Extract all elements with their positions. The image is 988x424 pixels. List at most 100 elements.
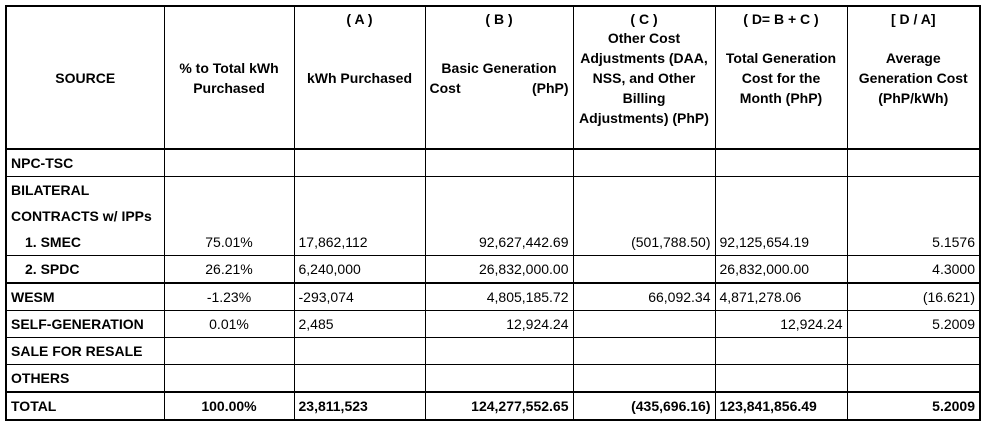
cell-pct: 100.00%	[163, 391, 295, 421]
header-kwh-code: ( A )	[346, 11, 373, 27]
table-row-others: OTHERS	[5, 364, 981, 393]
cell-pct: 75.01%	[163, 229, 295, 256]
cell-kwh	[293, 364, 426, 393]
cell-total	[714, 337, 848, 365]
cell-pct	[163, 364, 295, 393]
cell-basic: 92,627,442.69	[424, 229, 574, 256]
header-kwh-purchased: ( A ) kWh Purchased	[293, 5, 426, 150]
cell-basic	[424, 364, 574, 393]
header-kwh-label: kWh Purchased	[306, 69, 413, 86]
cell-pct: -1.23%	[163, 282, 295, 311]
cell-basic: 26,832,000.00	[424, 255, 574, 284]
cell-other	[572, 337, 716, 365]
table-row-npc-tsc: NPC-TSC	[5, 148, 981, 177]
header-average-generation-cost: [ D / A] Average Generation Cost (PhP/kW…	[846, 5, 981, 150]
cell-source: 1. SMEC	[5, 229, 165, 256]
cell-pct	[163, 337, 295, 365]
table-row-spdc: 2. SPDC 26.21% 6,240,000 26,832,000.00 2…	[5, 255, 981, 284]
cell-kwh: 2,485	[293, 310, 426, 338]
table-row-smec: 1. SMEC 75.01% 17,862,112 92,627,442.69 …	[5, 229, 981, 256]
cell-avg: 5.2009	[846, 391, 981, 421]
cell-other: (501,788.50)	[572, 229, 716, 256]
cell-kwh: 17,862,112	[293, 229, 426, 256]
cell-source: SALE FOR RESALE	[5, 337, 165, 365]
header-avg-label: Average Generation Cost (PhP/kWh)	[858, 49, 968, 106]
header-pct-total-kwh: % to Total kWh Purchased	[163, 5, 295, 150]
generation-cost-table: SOURCE % to Total kWh Purchased ( A ) kW…	[5, 5, 981, 421]
cell-source: BILATERAL	[5, 176, 165, 203]
cell-total	[714, 176, 848, 203]
cell-basic	[424, 203, 574, 229]
cell-basic	[424, 148, 574, 177]
cell-kwh	[293, 176, 426, 203]
top-divider-line	[0, 0, 988, 2]
cell-total: 26,832,000.00	[714, 255, 848, 284]
header-row: SOURCE % to Total kWh Purchased ( A ) kW…	[5, 5, 981, 150]
cell-other	[572, 364, 716, 393]
table-row-self-generation: SELF-GENERATION 0.01% 2,485 12,924.24 12…	[5, 310, 981, 338]
cell-avg	[846, 337, 981, 365]
cell-kwh: 6,240,000	[293, 255, 426, 284]
cell-total: 92,125,654.19	[714, 229, 848, 256]
cell-pct	[163, 203, 295, 229]
cell-total	[714, 148, 848, 177]
cell-source: OTHERS	[5, 364, 165, 393]
cell-source: SELF-GENERATION	[5, 310, 165, 338]
header-avg-code: [ D / A]	[890, 11, 936, 27]
header-basic-generation-cost: ( B ) Basic Generation Cost (PhP)	[424, 5, 574, 150]
cell-basic: 124,277,552.65	[424, 391, 574, 421]
cell-kwh: 23,811,523	[293, 391, 426, 421]
cell-pct: 0.01%	[163, 310, 295, 338]
cell-kwh	[293, 203, 426, 229]
cell-other	[572, 310, 716, 338]
cell-source: NPC-TSC	[5, 148, 165, 177]
cell-kwh: -293,074	[293, 282, 426, 311]
cell-basic	[424, 337, 574, 365]
cell-basic: 12,924.24	[424, 310, 574, 338]
table-row-total: TOTAL 100.00% 23,811,523 124,277,552.65 …	[5, 391, 981, 421]
cell-avg: 4.3000	[846, 255, 981, 284]
cell-other: (435,696.16)	[572, 391, 716, 421]
header-basic-unit: (PhP)	[531, 79, 569, 96]
header-other-label: Other Cost Adjustments (DAA, NSS, and Ot…	[579, 29, 709, 126]
cell-total	[714, 364, 848, 393]
header-other-cost-adjustments: ( C ) Other Cost Adjustments (DAA, NSS, …	[572, 5, 716, 150]
header-source: SOURCE	[5, 5, 165, 150]
cell-total: 12,924.24	[714, 310, 848, 338]
cell-source: WESM	[5, 282, 165, 311]
cell-avg	[846, 203, 981, 229]
cell-source: 2. SPDC	[5, 255, 165, 284]
cell-source: TOTAL	[5, 391, 165, 421]
cell-avg	[846, 148, 981, 177]
header-total-label: Total Generation Cost for the Month (PhP…	[725, 49, 837, 106]
cell-other	[572, 176, 716, 203]
table-row-bilateral: BILATERAL	[5, 176, 981, 203]
cell-source: CONTRACTS w/ IPPs	[5, 203, 165, 229]
cell-kwh	[293, 337, 426, 365]
cell-pct	[163, 148, 295, 177]
cell-avg	[846, 364, 981, 393]
cell-other	[572, 203, 716, 229]
cell-total: 4,871,278.06	[714, 282, 848, 311]
cell-basic	[424, 176, 574, 203]
cell-pct: 26.21%	[163, 255, 295, 284]
cell-other	[572, 148, 716, 177]
cell-avg: (16.621)	[846, 282, 981, 311]
cell-pct	[163, 176, 295, 203]
table-row-contracts-ipps: CONTRACTS w/ IPPs	[5, 203, 981, 229]
cell-avg	[846, 176, 981, 203]
cell-other: 66,092.34	[572, 282, 716, 311]
table-row-wesm: WESM -1.23% -293,074 4,805,185.72 66,092…	[5, 282, 981, 311]
cell-other	[572, 255, 716, 284]
table-row-sale-for-resale: SALE FOR RESALE	[5, 337, 981, 365]
cell-total: 123,841,856.49	[714, 391, 848, 421]
cell-total	[714, 203, 848, 229]
header-total-code: ( D= B + C )	[743, 11, 819, 27]
cell-kwh	[293, 148, 426, 177]
header-basic-code: ( B )	[485, 11, 513, 27]
cell-avg: 5.2009	[846, 310, 981, 338]
cell-avg: 5.1576	[846, 229, 981, 256]
header-other-code: ( C )	[630, 11, 658, 27]
header-basic-label: Basic Generation	[441, 59, 557, 76]
header-total-generation-cost: ( D= B + C ) Total Generation Cost for t…	[714, 5, 848, 150]
